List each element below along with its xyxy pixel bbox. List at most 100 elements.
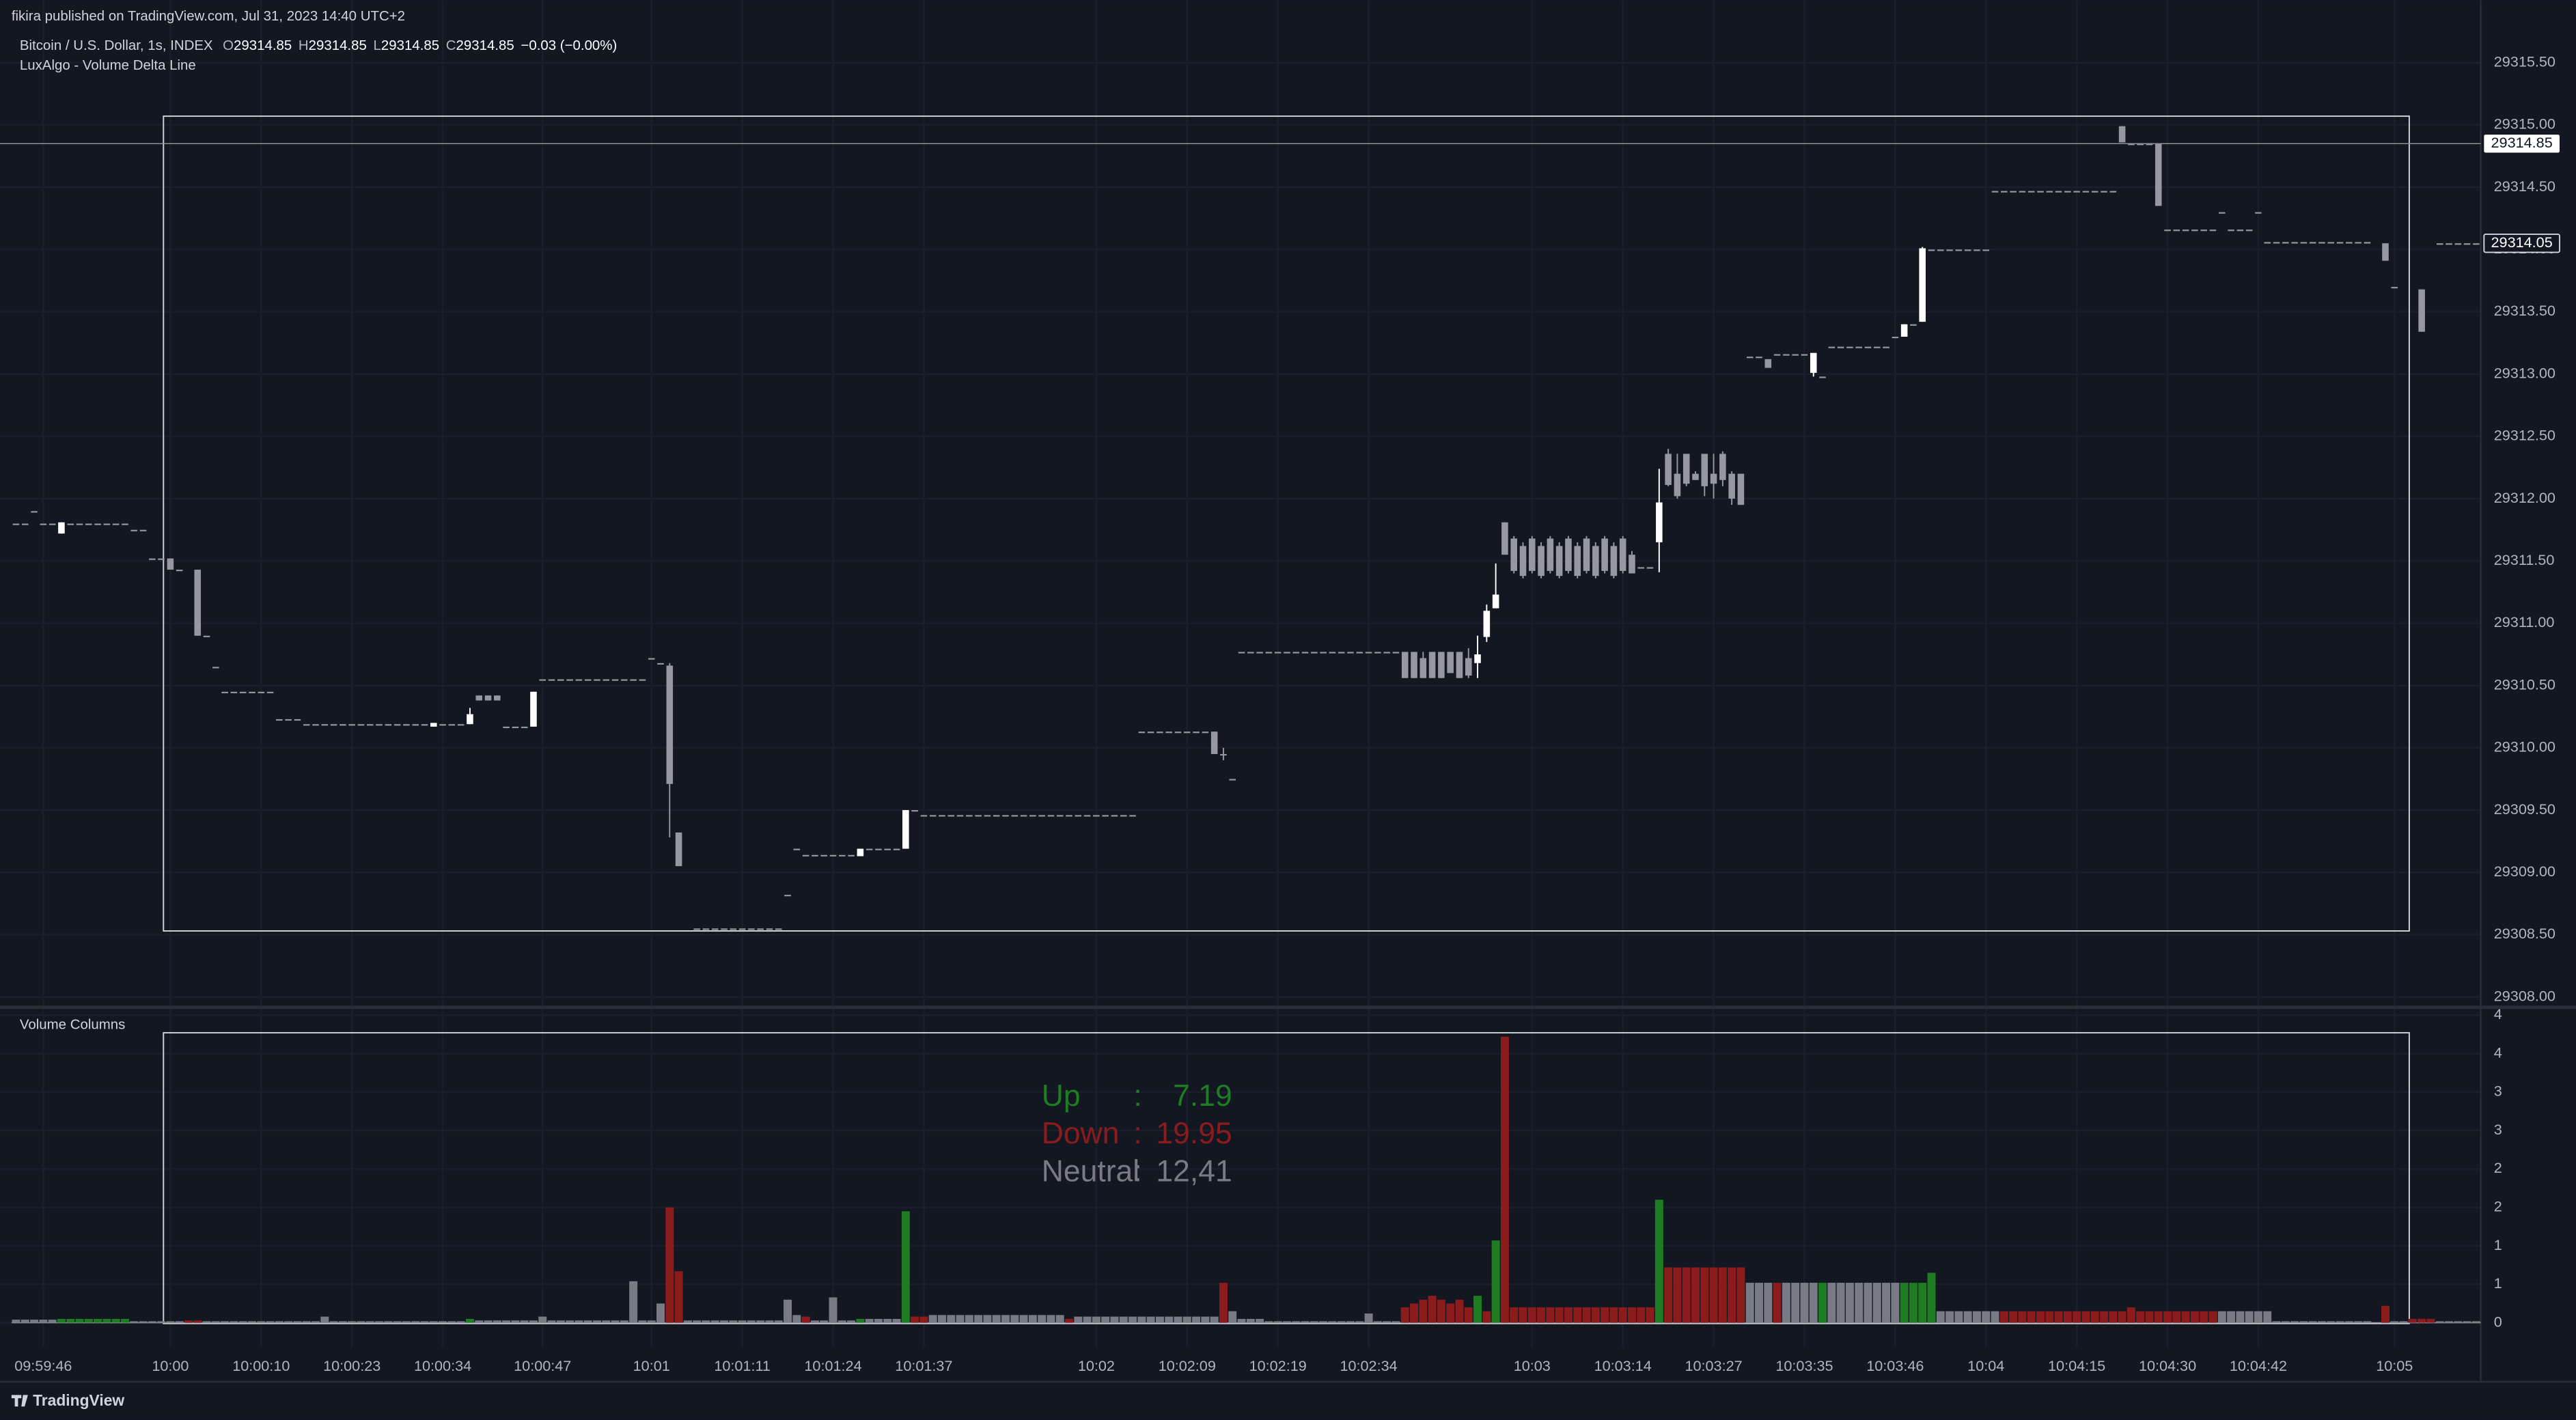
candle-body: [1592, 546, 1599, 576]
volume-bar: [2145, 1311, 2154, 1323]
candle-body: [1565, 538, 1572, 571]
volume-bar: [1945, 1311, 1954, 1323]
volume-bar: [1755, 1283, 1763, 1323]
volume-bar: [1282, 1321, 1291, 1323]
volume-bar: [911, 1316, 919, 1323]
candle-body: [621, 679, 628, 681]
candle-body: [1719, 454, 1726, 480]
candle-body: [857, 848, 864, 857]
candle-body: [1438, 652, 1445, 678]
volume-bar: [2454, 1321, 2463, 1323]
candle-body: [1193, 732, 1200, 734]
candle-body: [1256, 652, 1263, 654]
volume-bar: [1700, 1267, 1709, 1323]
volume-bar: [94, 1318, 102, 1323]
candle-body: [1020, 815, 1027, 817]
volume-bar: [1491, 1240, 1500, 1323]
candle-body: [1483, 611, 1491, 637]
candle-body: [1728, 473, 1735, 499]
volume-bar: [1736, 1267, 1745, 1323]
volume-bar: [2227, 1311, 2236, 1323]
candle-body: [1910, 324, 1917, 326]
candle-body: [1284, 652, 1290, 654]
candle-body: [575, 679, 583, 681]
change: −0.03 (−0.00%): [521, 38, 617, 53]
volume-bar: [1146, 1316, 1155, 1323]
volume-bar: [674, 1271, 683, 1323]
candle-body: [2391, 287, 2398, 289]
candle-body: [94, 523, 101, 525]
volume-bar: [747, 1320, 756, 1323]
candle-body: [1883, 346, 1889, 348]
volume-bar: [756, 1320, 765, 1323]
candle-body: [1656, 502, 1663, 542]
candle-body: [1347, 652, 1354, 654]
volume-bar: [602, 1320, 611, 1323]
volume-bar: [583, 1320, 592, 1323]
indicator-name[interactable]: LuxAlgo - Volume Delta Line: [20, 57, 196, 73]
candle-body: [2436, 243, 2443, 245]
volume-bar: [1192, 1316, 1201, 1323]
volume-bar: [1836, 1283, 1845, 1323]
candle-body: [2245, 229, 2253, 232]
candle-body: [2255, 212, 2262, 214]
candle-body: [1619, 538, 1626, 571]
y-tick-label: 29313.50: [2494, 302, 2556, 319]
volume-bar: [2390, 1321, 2399, 1323]
x-tick-label: 10:00:23: [323, 1357, 380, 1374]
volume-bar: [1391, 1321, 1400, 1323]
candle-body: [1710, 473, 1717, 484]
volume-bar: [166, 1321, 175, 1323]
candle-body: [820, 854, 828, 857]
volume-bar: [2154, 1311, 2163, 1323]
volume-bar: [1328, 1321, 1337, 1323]
candle-body: [839, 854, 846, 857]
volume-bar: [829, 1297, 837, 1323]
candle-body: [657, 663, 664, 665]
volume-bar: [2063, 1311, 2072, 1323]
candle-body: [439, 724, 446, 726]
candle-body: [557, 679, 564, 681]
candle-body: [103, 523, 111, 525]
x-tick-label: 10:01:11: [714, 1357, 771, 1374]
volume-bar: [2290, 1321, 2299, 1323]
candle-body: [158, 558, 165, 560]
volume-bar: [211, 1321, 220, 1323]
volume-bar: [2027, 1311, 2036, 1323]
candle-body: [1547, 538, 1554, 571]
volume-bar: [901, 1211, 910, 1323]
volume-bar: [1963, 1311, 1972, 1323]
candle-body: [666, 665, 674, 784]
candle-body: [1011, 815, 1019, 817]
volume-bar: [1500, 1036, 1509, 1323]
volume-bar: [1174, 1316, 1182, 1323]
y-tick-label: 2: [2494, 1159, 2502, 1176]
candle-body: [122, 523, 128, 525]
candle-body: [1792, 354, 1799, 356]
candle-body: [1756, 357, 1762, 359]
volume-bar: [1809, 1283, 1818, 1323]
candle-body: [1674, 473, 1681, 497]
volume-bar: [2317, 1321, 2326, 1323]
volume-bar: [629, 1281, 638, 1323]
candle-body: [1837, 346, 1844, 348]
candle-body: [711, 928, 719, 930]
volume-bar: [130, 1321, 139, 1323]
candle-body: [1991, 191, 1999, 193]
candle-body: [1501, 522, 1508, 555]
footer: TradingView: [11, 1391, 124, 1409]
candle-body: [266, 691, 274, 693]
x-tick-label: 10:02:34: [1340, 1357, 1397, 1374]
candle-body: [1601, 538, 1608, 571]
volume-bar: [938, 1315, 946, 1323]
candle-body: [176, 570, 183, 572]
volume-bar: [928, 1315, 937, 1323]
candle-body: [702, 928, 710, 930]
volume-bar: [238, 1321, 247, 1323]
candle-body: [112, 523, 120, 525]
pane-title[interactable]: Volume Columns: [20, 1017, 126, 1033]
candle-body: [2073, 191, 2080, 193]
volume-bar: [475, 1320, 484, 1323]
volume-bar: [1745, 1283, 1754, 1323]
volume-bar: [983, 1315, 992, 1323]
